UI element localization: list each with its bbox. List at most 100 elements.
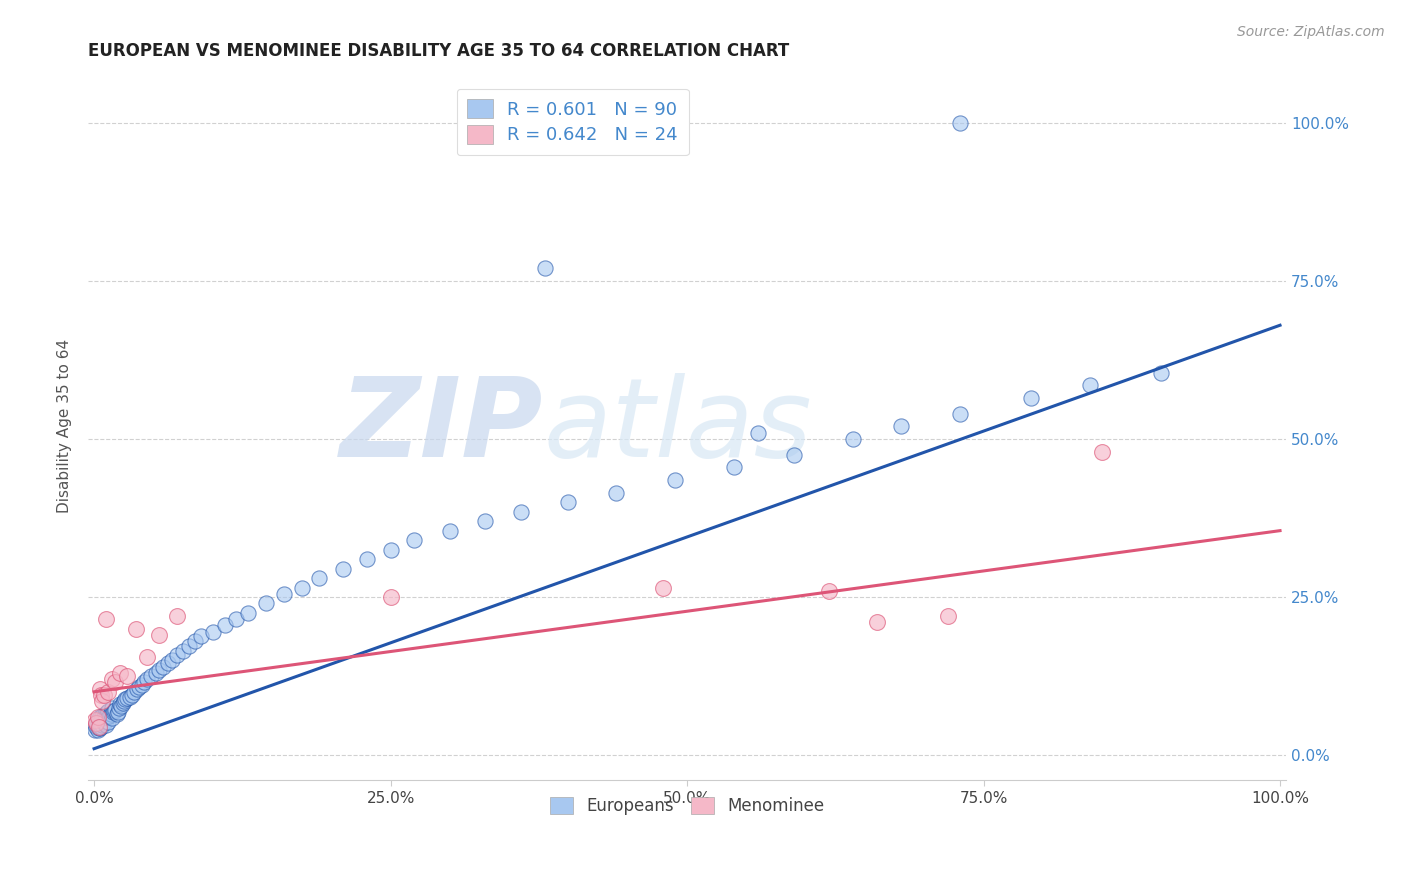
Point [87,711,110,725]
Point [291,581,314,595]
Point [87,720,110,734]
Point [87,716,110,731]
Point [108,700,131,714]
Point [89,716,111,731]
Point [90,688,112,702]
Point [380,590,402,604]
Point [86,716,108,731]
Point [105,706,128,721]
Point [86,710,108,724]
Point [104,702,127,716]
Point [86,720,108,734]
Text: ZIP: ZIP [340,373,543,480]
Point [86,716,108,731]
Point [156,657,179,671]
Point [152,659,174,673]
Point [86,713,108,727]
Point [86,723,108,737]
Point [97,715,120,730]
Point [118,690,141,704]
Point [97,704,120,718]
Point [148,663,170,677]
Point [91,694,114,708]
Point [474,514,496,528]
Point [132,675,155,690]
Point [107,705,129,719]
Point [652,581,675,595]
Point [112,694,135,708]
Point [91,717,114,731]
Point [114,692,136,706]
Point [89,721,111,735]
Legend: Europeans, Menominee: Europeans, Menominee [540,787,834,825]
Point [90,713,112,727]
Point [98,709,121,723]
Y-axis label: Disability Age 35 to 64: Disability Age 35 to 64 [58,339,72,514]
Point [110,698,132,713]
Point [201,624,224,639]
Point [723,460,745,475]
Point [101,711,124,725]
Point [936,609,959,624]
Point [172,644,194,658]
Point [1091,444,1114,458]
Point [238,606,260,620]
Point [145,665,167,680]
Point [214,618,236,632]
Point [783,448,806,462]
Point [117,691,139,706]
Point [332,561,354,575]
Point [93,716,115,731]
Point [100,706,122,721]
Text: atlas: atlas [543,373,811,480]
Text: Source: ZipAtlas.com: Source: ZipAtlas.com [1237,25,1385,39]
Point [101,700,124,714]
Point [89,681,111,696]
Point [131,678,153,692]
Point [225,612,247,626]
Point [84,713,107,727]
Point [162,653,184,667]
Point [380,542,402,557]
Point [125,681,148,696]
Point [1078,378,1101,392]
Point [94,612,117,626]
Point [128,680,150,694]
Point [84,723,107,737]
Point [108,665,131,680]
Point [87,722,110,736]
Point [439,524,461,538]
Point [273,587,295,601]
Point [103,704,125,718]
Point [177,640,200,654]
Point [124,622,146,636]
Point [356,552,378,566]
Point [94,717,117,731]
Point [111,696,134,710]
Point [101,672,124,686]
Point [93,688,115,702]
Point [308,571,330,585]
Point [86,717,108,731]
Point [101,705,124,719]
Point [139,669,162,683]
Point [533,261,555,276]
Point [148,628,170,642]
Point [949,407,972,421]
Point [605,485,627,500]
Point [124,685,146,699]
Point [89,710,111,724]
Point [94,706,117,721]
Point [404,533,426,548]
Point [117,669,139,683]
Point [93,711,115,725]
Point [136,672,159,686]
Point [557,495,579,509]
Point [652,116,675,130]
Point [866,615,889,630]
Point [818,583,841,598]
Point [108,698,131,712]
Point [104,675,127,690]
Point [94,715,117,730]
Point [1019,391,1042,405]
